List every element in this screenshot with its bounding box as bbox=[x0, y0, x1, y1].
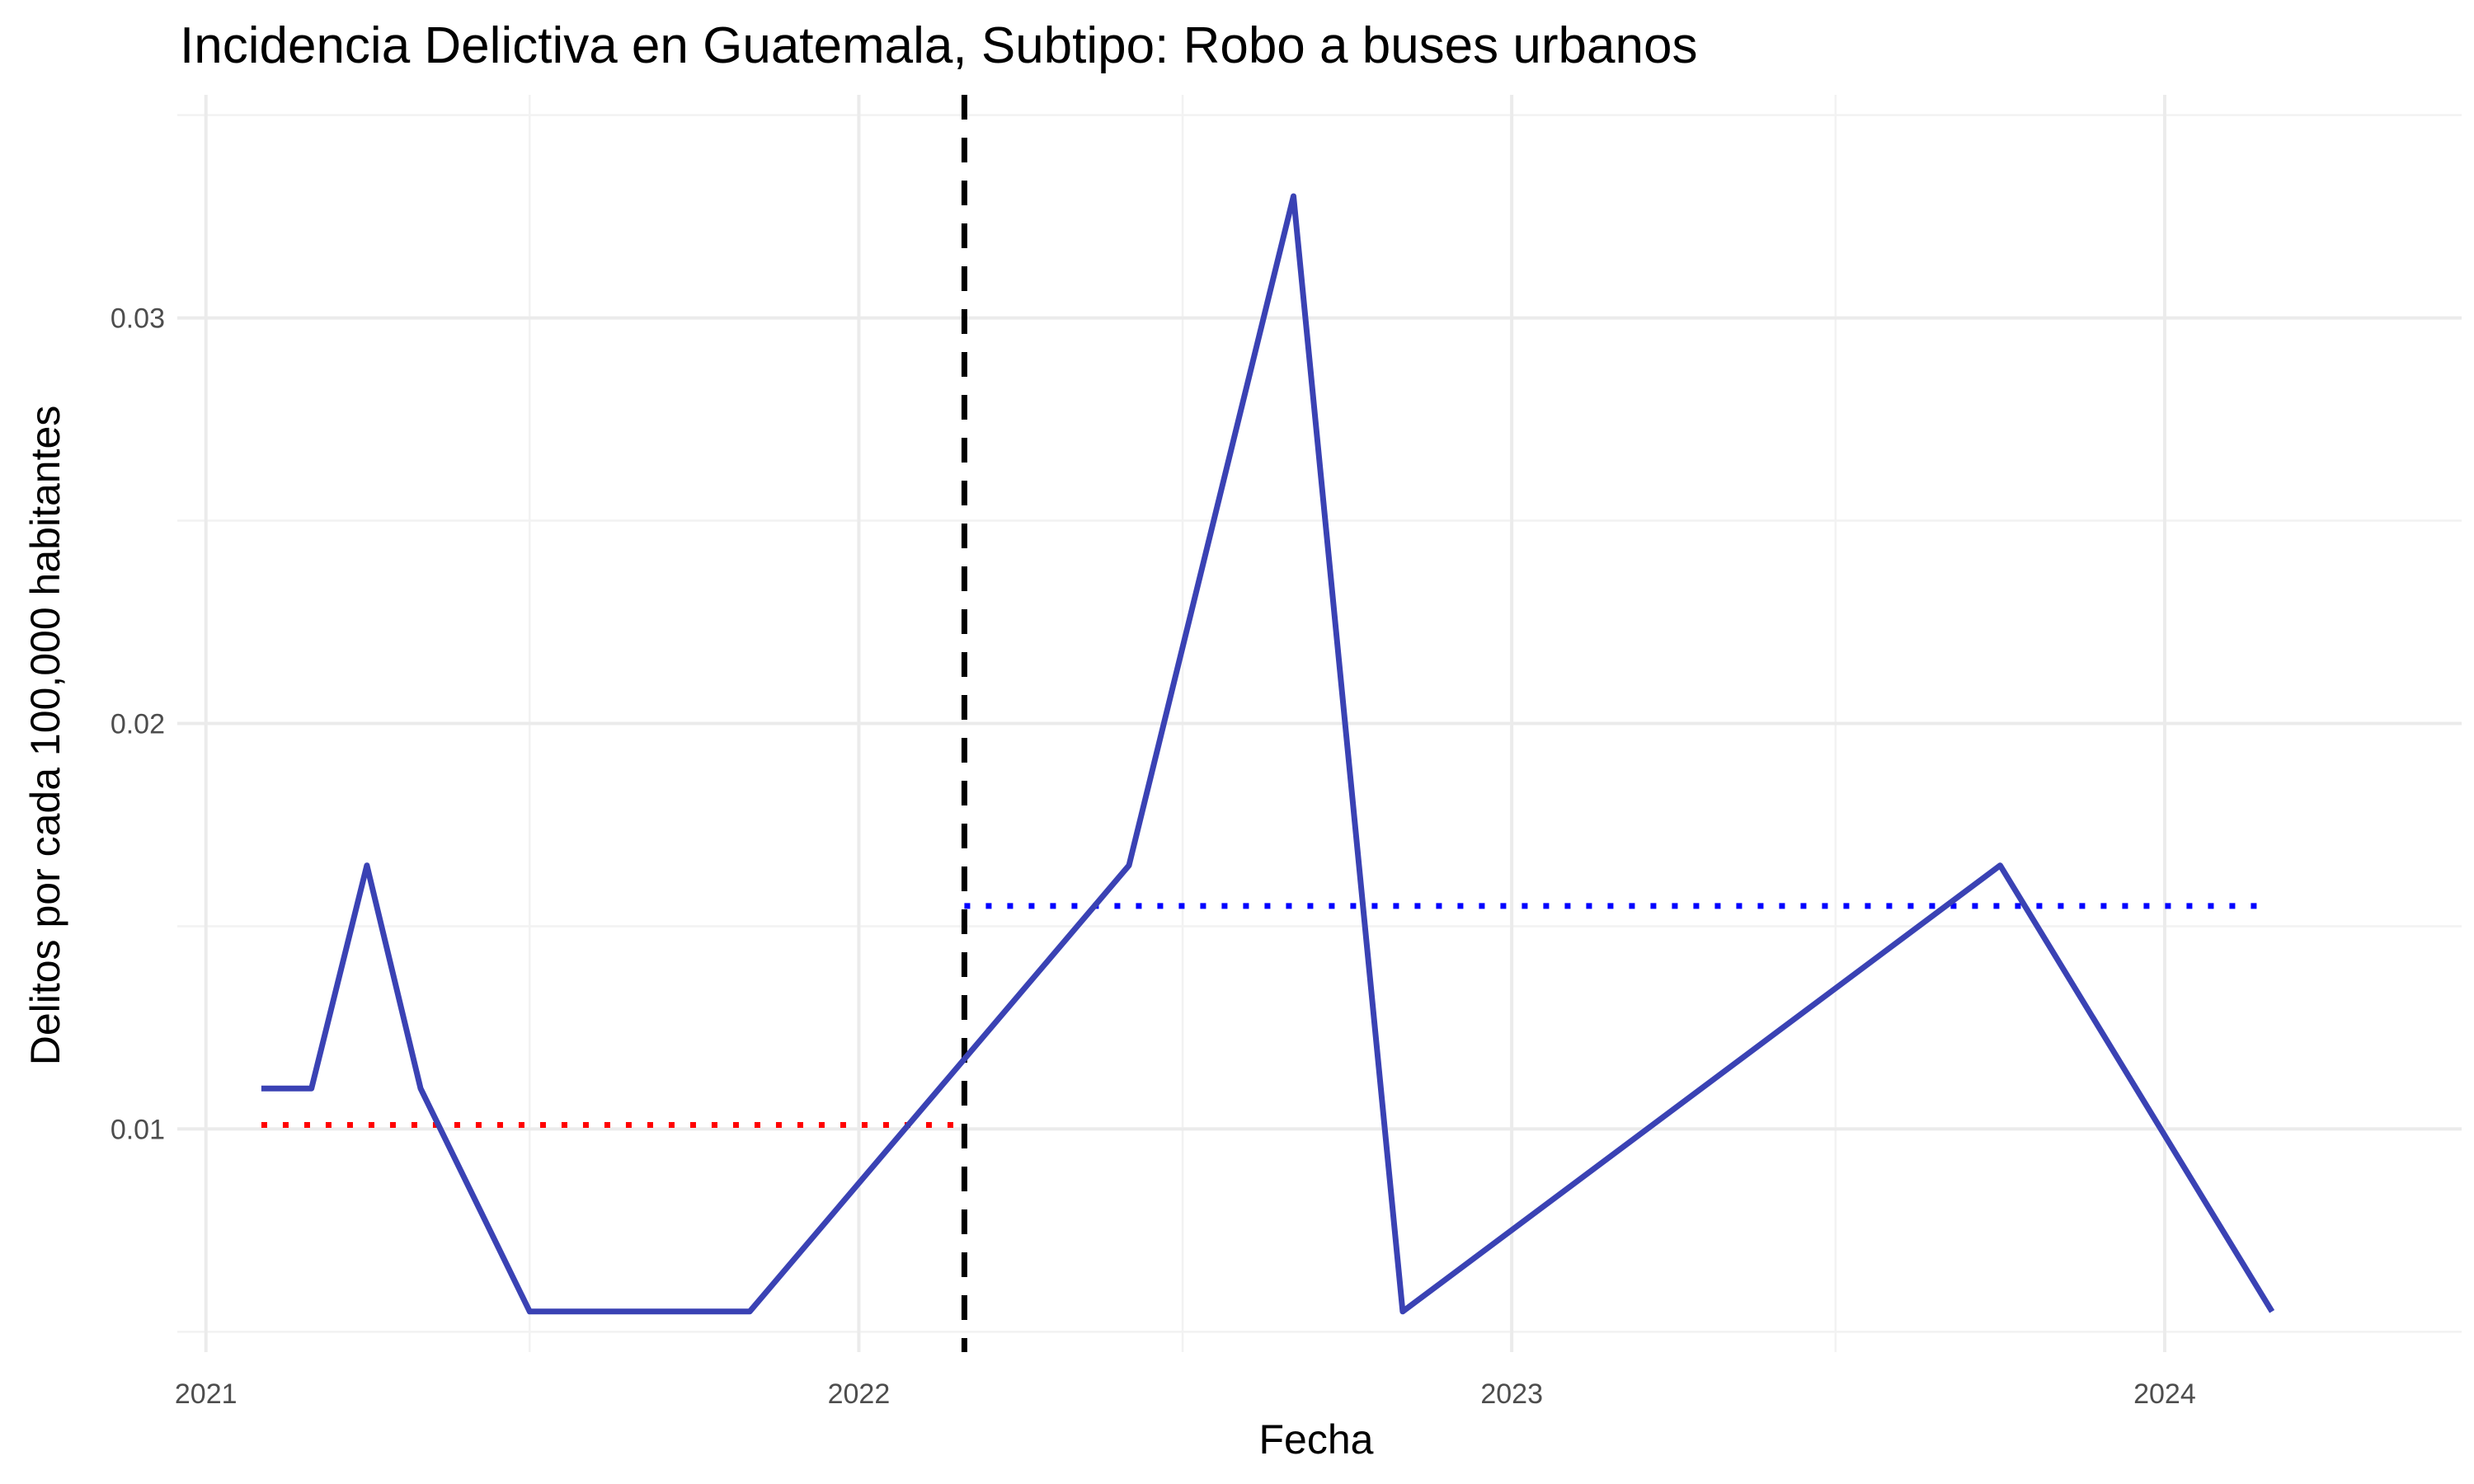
grid bbox=[177, 95, 2462, 1352]
y-tick-label: 0.03 bbox=[111, 303, 165, 335]
y-tick-label: 0.01 bbox=[111, 1114, 165, 1145]
x-tick-label: 2024 bbox=[2133, 1378, 2196, 1410]
y-tick-label: 0.02 bbox=[111, 709, 165, 740]
y-axis-ticks: 0.01 0.02 0.03 bbox=[111, 303, 165, 1146]
x-tick-label: 2021 bbox=[175, 1378, 238, 1410]
x-axis-title: Fecha bbox=[1259, 1416, 1374, 1463]
chart-title: Incidencia Delictiva en Guatemala, Subti… bbox=[180, 17, 1697, 74]
x-tick-label: 2022 bbox=[828, 1378, 891, 1410]
series-line bbox=[261, 193, 2275, 1315]
x-axis-ticks: 2021 2022 2023 2024 bbox=[175, 1378, 2196, 1410]
reference-lines bbox=[261, 95, 2273, 1352]
x-tick-label: 2023 bbox=[1480, 1378, 1543, 1410]
y-axis-title: Delitos por cada 100,000 habitantes bbox=[22, 406, 68, 1066]
series-lines bbox=[261, 193, 2275, 1315]
